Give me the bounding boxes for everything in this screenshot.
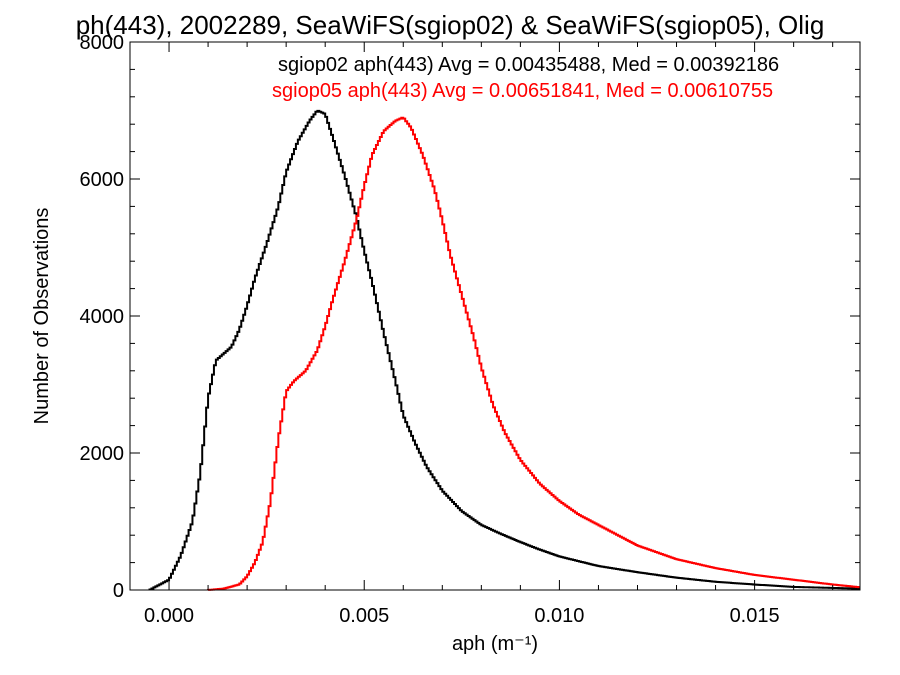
x-tick-label: 0.010 [534,605,584,627]
series-line-sgiop05 [207,116,860,591]
series-line-sgiop02 [148,109,860,591]
x-tick-label: 0.000 [144,605,194,627]
ticks-layer: 0.000 0.005 0.010 0.015 0 2000 4000 6000 8000 [80,32,860,627]
x-tick-label: 0.005 [339,605,389,627]
legend-entry-sgiop02: sgiop02 aph(443) Avg = 0.00435488, Med =… [278,54,779,76]
legend-entry-sgiop05: sgiop05 aph(443) Avg = 0.00651841, Med =… [272,80,773,102]
y-tick-label: 8000 [80,32,125,54]
y-tick-label: 0 [113,580,124,602]
x-tick-label: 0.015 [730,605,780,627]
y-tick-label: 6000 [80,169,125,191]
y-tick-label: 2000 [80,443,125,465]
series-layer [148,109,860,591]
y-axis-label: Number of Observations [31,208,53,425]
x-axis-label: aph (m⁻¹) [452,633,538,655]
plot-frame [129,41,861,591]
chart-title: ph(443), 2002289, SeaWiFS(sgiop02) & Sea… [76,10,825,40]
y-tick-label: 4000 [80,306,125,328]
